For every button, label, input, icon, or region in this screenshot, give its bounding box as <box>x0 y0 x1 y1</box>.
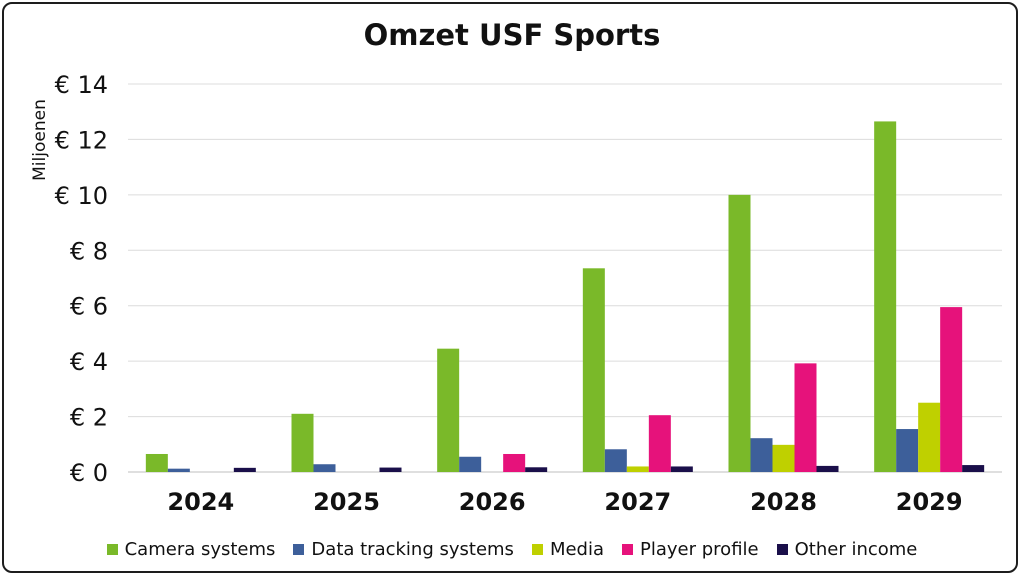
legend-item: Other income <box>776 539 918 560</box>
x-tick-label: 2027 <box>604 488 671 516</box>
legend-label: Other income <box>794 539 918 560</box>
bar <box>962 465 985 472</box>
bar <box>525 467 548 472</box>
bar <box>379 467 402 472</box>
bar <box>816 465 839 472</box>
bar <box>437 348 460 472</box>
legend-item: Media <box>531 539 605 560</box>
y-tick-label: € 0 <box>70 459 108 487</box>
x-tick-label: 2026 <box>459 488 526 516</box>
legend-item: Camera systems <box>106 539 276 560</box>
legend: Camera systems Data tracking systems Media… <box>0 539 1024 560</box>
y-tick-label: € 6 <box>70 293 108 321</box>
bar <box>459 456 482 472</box>
bar <box>940 307 963 472</box>
bar <box>626 466 649 472</box>
x-tick-label: 2025 <box>313 488 380 516</box>
y-tick-label: € 2 <box>70 404 108 432</box>
bar <box>582 268 605 472</box>
y-tick-label: € 4 <box>70 348 108 376</box>
legend-label: Media <box>549 539 605 560</box>
bar <box>874 121 897 473</box>
y-tick-label: € 10 <box>55 182 108 210</box>
bar <box>291 413 314 472</box>
legend-label: Camera systems <box>124 539 276 560</box>
legend-swatch <box>776 544 788 555</box>
legend-label: Player profile <box>640 539 759 560</box>
bar <box>145 453 168 472</box>
bar <box>918 402 941 472</box>
bar <box>670 466 693 472</box>
bar <box>313 464 336 472</box>
legend-swatch <box>293 544 305 555</box>
y-tick-label: € 8 <box>70 237 108 265</box>
legend-swatch <box>531 544 543 555</box>
legend-swatch <box>106 544 118 555</box>
bar <box>896 429 919 472</box>
x-tick-label: 2024 <box>167 488 234 516</box>
bar <box>233 467 256 472</box>
bar <box>503 453 526 472</box>
bar <box>604 449 627 472</box>
x-tick-label: 2028 <box>750 488 817 516</box>
y-tick-label: € 14 <box>55 71 108 99</box>
x-tick-label: 2029 <box>896 488 963 516</box>
chart-title: Omzet USF Sports <box>363 18 661 52</box>
y-tick-label: € 12 <box>55 126 108 154</box>
legend-item: Data tracking systems <box>293 539 514 560</box>
bar <box>750 438 773 472</box>
bar <box>648 415 671 472</box>
bar <box>794 363 817 472</box>
legend-item: Player profile <box>622 539 759 560</box>
legend-label: Data tracking systems <box>311 539 514 560</box>
bar <box>728 194 751 472</box>
chart-frame <box>2 2 1018 573</box>
bar <box>167 468 190 472</box>
legend-swatch <box>622 544 634 555</box>
bar <box>772 444 795 472</box>
